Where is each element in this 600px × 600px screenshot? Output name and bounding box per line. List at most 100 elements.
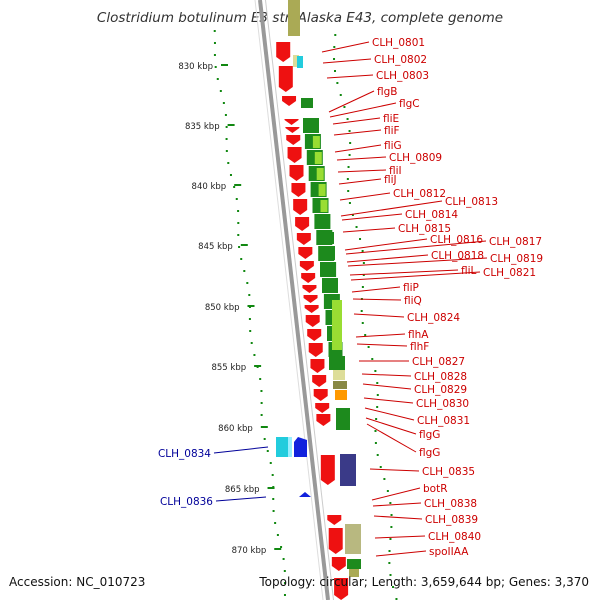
gc-dot (351, 214, 354, 216)
scale-tick-label: 865 kbp (225, 485, 260, 495)
gene-leader-line (366, 423, 417, 453)
gene-label-flgc: flgC (399, 98, 420, 110)
forward-gene-arrow (308, 343, 323, 357)
cog-block (335, 390, 347, 400)
gene-label-clh_0814: CLH_0814 (405, 209, 458, 221)
gene-leader-line (338, 178, 382, 185)
gene-leader-line (340, 200, 443, 217)
scale-ticks: 830 kbp 835 kbp 840 kbp 845 kbp 850 kbp 855 k… (178, 62, 282, 556)
cog-block (349, 569, 359, 577)
gene-label-clh_0821: CLH_0821 (483, 267, 536, 279)
gene-label-flil: fliL (461, 265, 477, 277)
reverse-gene-arrow (294, 437, 307, 457)
gc-dot (283, 594, 286, 596)
gene-leader-line (329, 102, 397, 118)
forward-gene-arrow (334, 578, 349, 600)
gc-dots (213, 30, 398, 600)
gc-dot (213, 30, 216, 32)
gene-label-clh_0802: CLH_0802 (374, 54, 427, 66)
gene-label-clh_0839: CLH_0839 (425, 514, 478, 526)
gc-dot (229, 174, 232, 176)
gc-dot (334, 34, 337, 36)
gene-label-clh_0803: CLH_0803 (376, 70, 429, 82)
gc-dot (237, 234, 240, 236)
scale-tick-label: 830 kbp (178, 62, 213, 72)
gene-label-clh_0838: CLH_0838 (424, 498, 477, 510)
gc-dot (360, 310, 363, 312)
gene-leader-line (336, 156, 387, 161)
cog-block (320, 200, 328, 212)
gc-dot (233, 186, 236, 188)
forward-gene-arrow (316, 414, 331, 426)
gc-dot (214, 66, 217, 68)
cog-block (312, 136, 320, 148)
gc-dot (389, 574, 392, 576)
cog-block (332, 300, 342, 350)
gc-dot (364, 334, 367, 336)
gene-label-clh_0827: CLH_0827 (412, 356, 465, 368)
gene-label-flha: flhA (408, 329, 429, 341)
gc-dot (238, 246, 241, 248)
gene-label-flgb: flgB (377, 86, 397, 98)
gc-dot (272, 486, 275, 488)
scale-tick-label: 855 kbp (211, 363, 246, 373)
cog-block (340, 454, 356, 486)
gene-leader-line (356, 343, 408, 347)
gene-label-clh_0836: CLH_0836 (160, 496, 213, 508)
gc-dot (359, 238, 362, 240)
gene-label-flip: fliP (403, 282, 419, 294)
gene-leader-line (334, 144, 382, 153)
gc-dot (347, 190, 350, 192)
genome-summary-text: Topology: circular; Length: 3,659,644 bp… (259, 575, 589, 589)
gene-leader-line (349, 269, 459, 276)
gene-leader-line (213, 446, 269, 454)
gc-dot (259, 378, 262, 380)
gc-dot (283, 582, 286, 584)
gene-leader-line (352, 298, 402, 301)
forward-gene-arrow (331, 557, 346, 571)
forward-gene-arrow (289, 165, 304, 181)
forward-gene-arrow (282, 96, 297, 106)
accession-text: Accession: NC_010723 (9, 575, 146, 589)
gene-leader-line (342, 227, 396, 233)
gene-track (276, 42, 349, 600)
gene-leader-line (322, 58, 372, 64)
forward-gene-arrow (276, 42, 291, 62)
gc-dot (383, 478, 386, 480)
gene-label-botr: botR (423, 483, 448, 495)
gene-label-clh_0831: CLH_0831 (417, 415, 470, 427)
gc-dot (362, 274, 365, 276)
gene-leader-line (355, 333, 406, 338)
gene-label-clh_0818: CLH_0818 (431, 250, 484, 262)
gene-leader-line (362, 383, 412, 390)
gene-label-clh_0835: CLH_0835 (422, 466, 475, 478)
gene-label-flgg: flgG (419, 429, 440, 441)
gc-dot (213, 42, 216, 44)
gene-leader-line (326, 74, 374, 79)
gc-dot (266, 450, 269, 452)
gene-label-clh_0824: CLH_0824 (407, 312, 460, 324)
gc-dot (374, 442, 377, 444)
backbone-edge (265, 0, 334, 600)
gene-leader-line (328, 90, 375, 113)
cog-block (333, 370, 345, 380)
gene-leader-line (363, 397, 414, 404)
gene-label-clh_0834: CLH_0834 (158, 448, 211, 460)
gc-dot (272, 510, 275, 512)
gc-dot (216, 78, 219, 80)
gc-dot (333, 58, 336, 60)
scale-tick-label: 870 kbp (232, 546, 267, 556)
scale-tick-label: 840 kbp (192, 182, 227, 192)
gene-leader-line (361, 373, 412, 377)
cog-block (303, 118, 319, 133)
gc-dot (256, 366, 259, 368)
gc-dot (253, 354, 256, 356)
gc-dot (386, 490, 389, 492)
gc-dot (225, 126, 228, 128)
cog-block (293, 55, 299, 67)
gc-dot (379, 466, 382, 468)
cog-block (319, 246, 335, 260)
gc-dot (235, 198, 238, 200)
forward-gene-arrow (307, 329, 322, 341)
